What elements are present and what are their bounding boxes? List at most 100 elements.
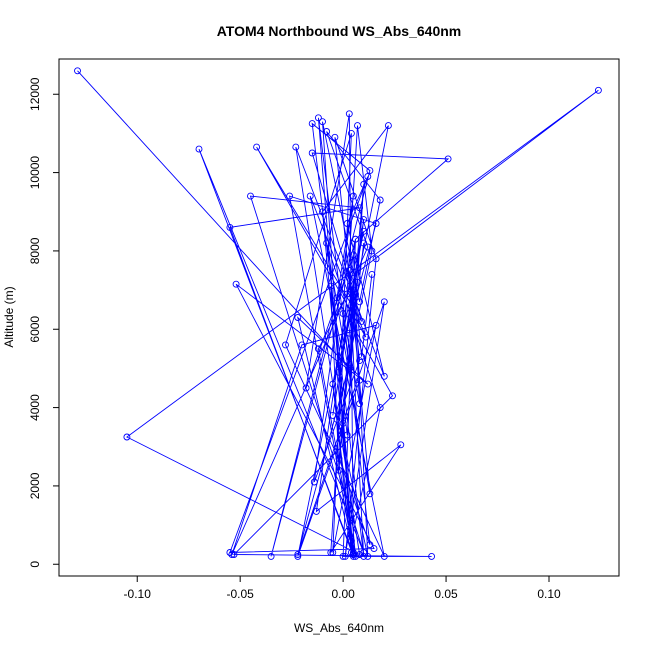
data-point: [380, 552, 388, 560]
data-point: [302, 384, 310, 392]
data-point: [358, 317, 366, 325]
data-point: [349, 551, 357, 558]
data-point: [337, 427, 345, 435]
data-point: [341, 552, 349, 560]
data-point: [360, 549, 368, 556]
data-point: [362, 333, 370, 341]
data-point: [329, 549, 337, 556]
data-point: [345, 274, 353, 282]
data-point: [389, 392, 396, 400]
data-point: [306, 192, 314, 200]
series-line: [77, 70, 599, 557]
data-point: [360, 239, 368, 247]
data-point: [323, 128, 331, 135]
data-point: [356, 357, 364, 365]
x-tick-label: -0.05: [226, 587, 254, 601]
data-point: [319, 208, 326, 216]
data-point: [308, 120, 316, 128]
data-point: [356, 298, 364, 306]
data-point: [329, 380, 337, 388]
data-point: [347, 537, 355, 545]
data-point: [349, 549, 357, 556]
y-tick-label: 6000: [28, 316, 42, 343]
data-point: [267, 552, 275, 560]
data-point: [360, 552, 368, 560]
x-tick-label: 0.00: [331, 587, 355, 601]
data-point: [298, 341, 306, 349]
x-axis: -0.10 -0.05 0.00 0.05 0.10: [124, 576, 561, 601]
data-point: [333, 294, 341, 302]
y-axis-label: Altitude (m): [2, 286, 16, 347]
data-point: [314, 345, 322, 353]
data-point: [294, 551, 302, 558]
data-point: [397, 441, 405, 449]
data-point: [349, 251, 357, 259]
y-tick-label: 8000: [28, 237, 42, 264]
x-axis-label: WS_Abs_640nm: [294, 621, 384, 635]
data-point: [345, 329, 353, 337]
data-point: [228, 551, 236, 558]
data-point: [380, 298, 388, 306]
data-point: [376, 404, 384, 412]
data-point: [380, 372, 388, 380]
data-point: [444, 155, 452, 163]
data-point: [364, 380, 372, 388]
data-point: [366, 541, 374, 549]
data-point: [368, 247, 376, 255]
data-point: [360, 227, 368, 235]
data-point: [356, 400, 364, 408]
data-point: [347, 129, 355, 137]
data-point: [195, 145, 203, 153]
data-point: [226, 549, 234, 556]
data-point: [356, 376, 364, 384]
data-point: [230, 551, 238, 558]
data-point: [358, 353, 366, 361]
data-point: [368, 270, 376, 278]
data-point: [343, 431, 351, 439]
data-point: [339, 419, 347, 427]
data-point: [352, 235, 359, 243]
data-point: [372, 255, 380, 263]
data-point: [354, 122, 361, 130]
data-point: [594, 86, 602, 94]
data-point: [335, 368, 343, 376]
data-point: [292, 143, 300, 151]
data-point: [345, 267, 353, 274]
data-point: [384, 122, 392, 130]
data-point: [294, 314, 302, 321]
data-point: [343, 220, 351, 227]
data-point: [323, 239, 331, 247]
data-point: [349, 286, 357, 294]
data-point: [74, 67, 81, 75]
data-point: [339, 310, 347, 318]
data-point: [345, 364, 353, 372]
data-point: [226, 223, 234, 231]
data-point: [294, 552, 302, 560]
data-point: [349, 552, 357, 560]
data-point: [327, 282, 335, 290]
data-point: [354, 278, 361, 286]
data-point: [286, 192, 294, 200]
data-point: [366, 490, 374, 498]
plot-frame: [58, 58, 620, 577]
x-tick-label: 0.05: [434, 587, 458, 601]
data-point: [364, 173, 372, 180]
data-point: [360, 216, 368, 224]
data-point: [364, 552, 372, 560]
data-point: [123, 433, 131, 441]
data-point: [352, 290, 359, 298]
data-point: [376, 196, 384, 204]
data-point: [364, 243, 372, 251]
data-point: [372, 321, 380, 329]
data-point: [308, 149, 316, 157]
data-point: [339, 552, 347, 560]
data-point: [319, 118, 326, 126]
y-tick-label: 12000: [28, 77, 42, 111]
data-point: [343, 290, 351, 298]
data-point: [329, 411, 337, 419]
data-point: [345, 361, 353, 368]
y-tick-label: 4000: [28, 394, 42, 421]
data-point: [312, 507, 320, 515]
